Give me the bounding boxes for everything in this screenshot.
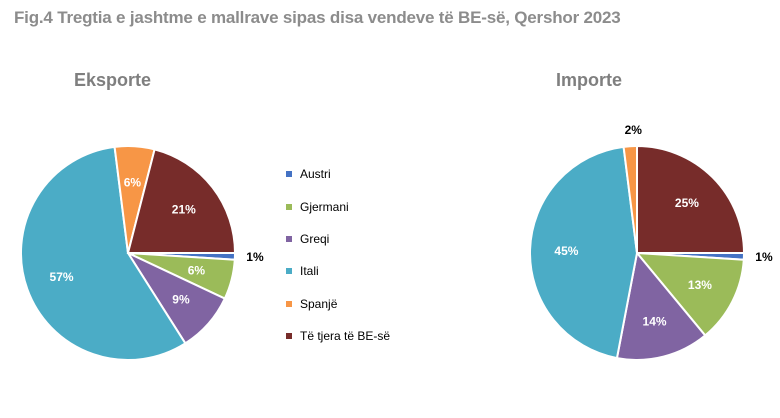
legend-swatch bbox=[286, 333, 292, 340]
legend-label: Të tjera të BE-së bbox=[300, 329, 391, 344]
import-slice-t-tjera-t-be-s- bbox=[636, 144, 746, 254]
export-data-label: 6% bbox=[124, 176, 142, 190]
import-data-label: 45% bbox=[554, 244, 578, 258]
import-data-label: 2% bbox=[625, 123, 643, 137]
legend-item: Austri bbox=[286, 158, 390, 190]
legend: Austri Gjermani Greqi Itali Spanjë Të tj… bbox=[286, 158, 390, 352]
export-data-label: 6% bbox=[188, 264, 206, 278]
export-data-label: 57% bbox=[50, 270, 74, 284]
export-slice-t-tjera-t-be-s- bbox=[126, 148, 237, 254]
import-slice-gjermani bbox=[634, 251, 745, 337]
legend-swatch bbox=[286, 203, 292, 210]
legend-label: Greqi bbox=[300, 231, 330, 246]
legend-label: Austri bbox=[300, 167, 331, 182]
export-chart-title: Eksporte bbox=[74, 70, 152, 90]
import-slice-itali bbox=[529, 145, 639, 360]
legend-item: Itali bbox=[286, 255, 390, 287]
legend-label: Gjermani bbox=[300, 199, 349, 214]
export-data-label: 1% bbox=[246, 250, 264, 264]
export-data-label: 9% bbox=[172, 293, 190, 307]
legend-swatch bbox=[286, 300, 292, 307]
legend-swatch bbox=[286, 235, 292, 242]
export-slice-itali bbox=[20, 145, 187, 361]
legend-item: Greqi bbox=[286, 223, 390, 255]
legend-item: Gjermani bbox=[286, 190, 390, 222]
import-data-label: 25% bbox=[675, 196, 699, 210]
figure-title: Fig.4 Tregtia e jashtme e mallrave sipas… bbox=[14, 8, 621, 27]
legend-label: Spanjë bbox=[300, 296, 338, 311]
import-chart-title: Importe bbox=[556, 70, 623, 90]
legend-swatch bbox=[286, 171, 292, 178]
import-data-label: 14% bbox=[643, 314, 667, 328]
import-slice-greqi bbox=[615, 250, 707, 361]
legend-item: Spanjë bbox=[286, 288, 390, 320]
legend-item: Të tjera të BE-së bbox=[286, 320, 390, 352]
legend-label: Itali bbox=[300, 264, 319, 279]
import-data-label: 13% bbox=[688, 278, 712, 292]
import-data-label: 1% bbox=[755, 250, 773, 264]
legend-swatch bbox=[286, 268, 292, 275]
export-data-label: 21% bbox=[172, 203, 196, 217]
